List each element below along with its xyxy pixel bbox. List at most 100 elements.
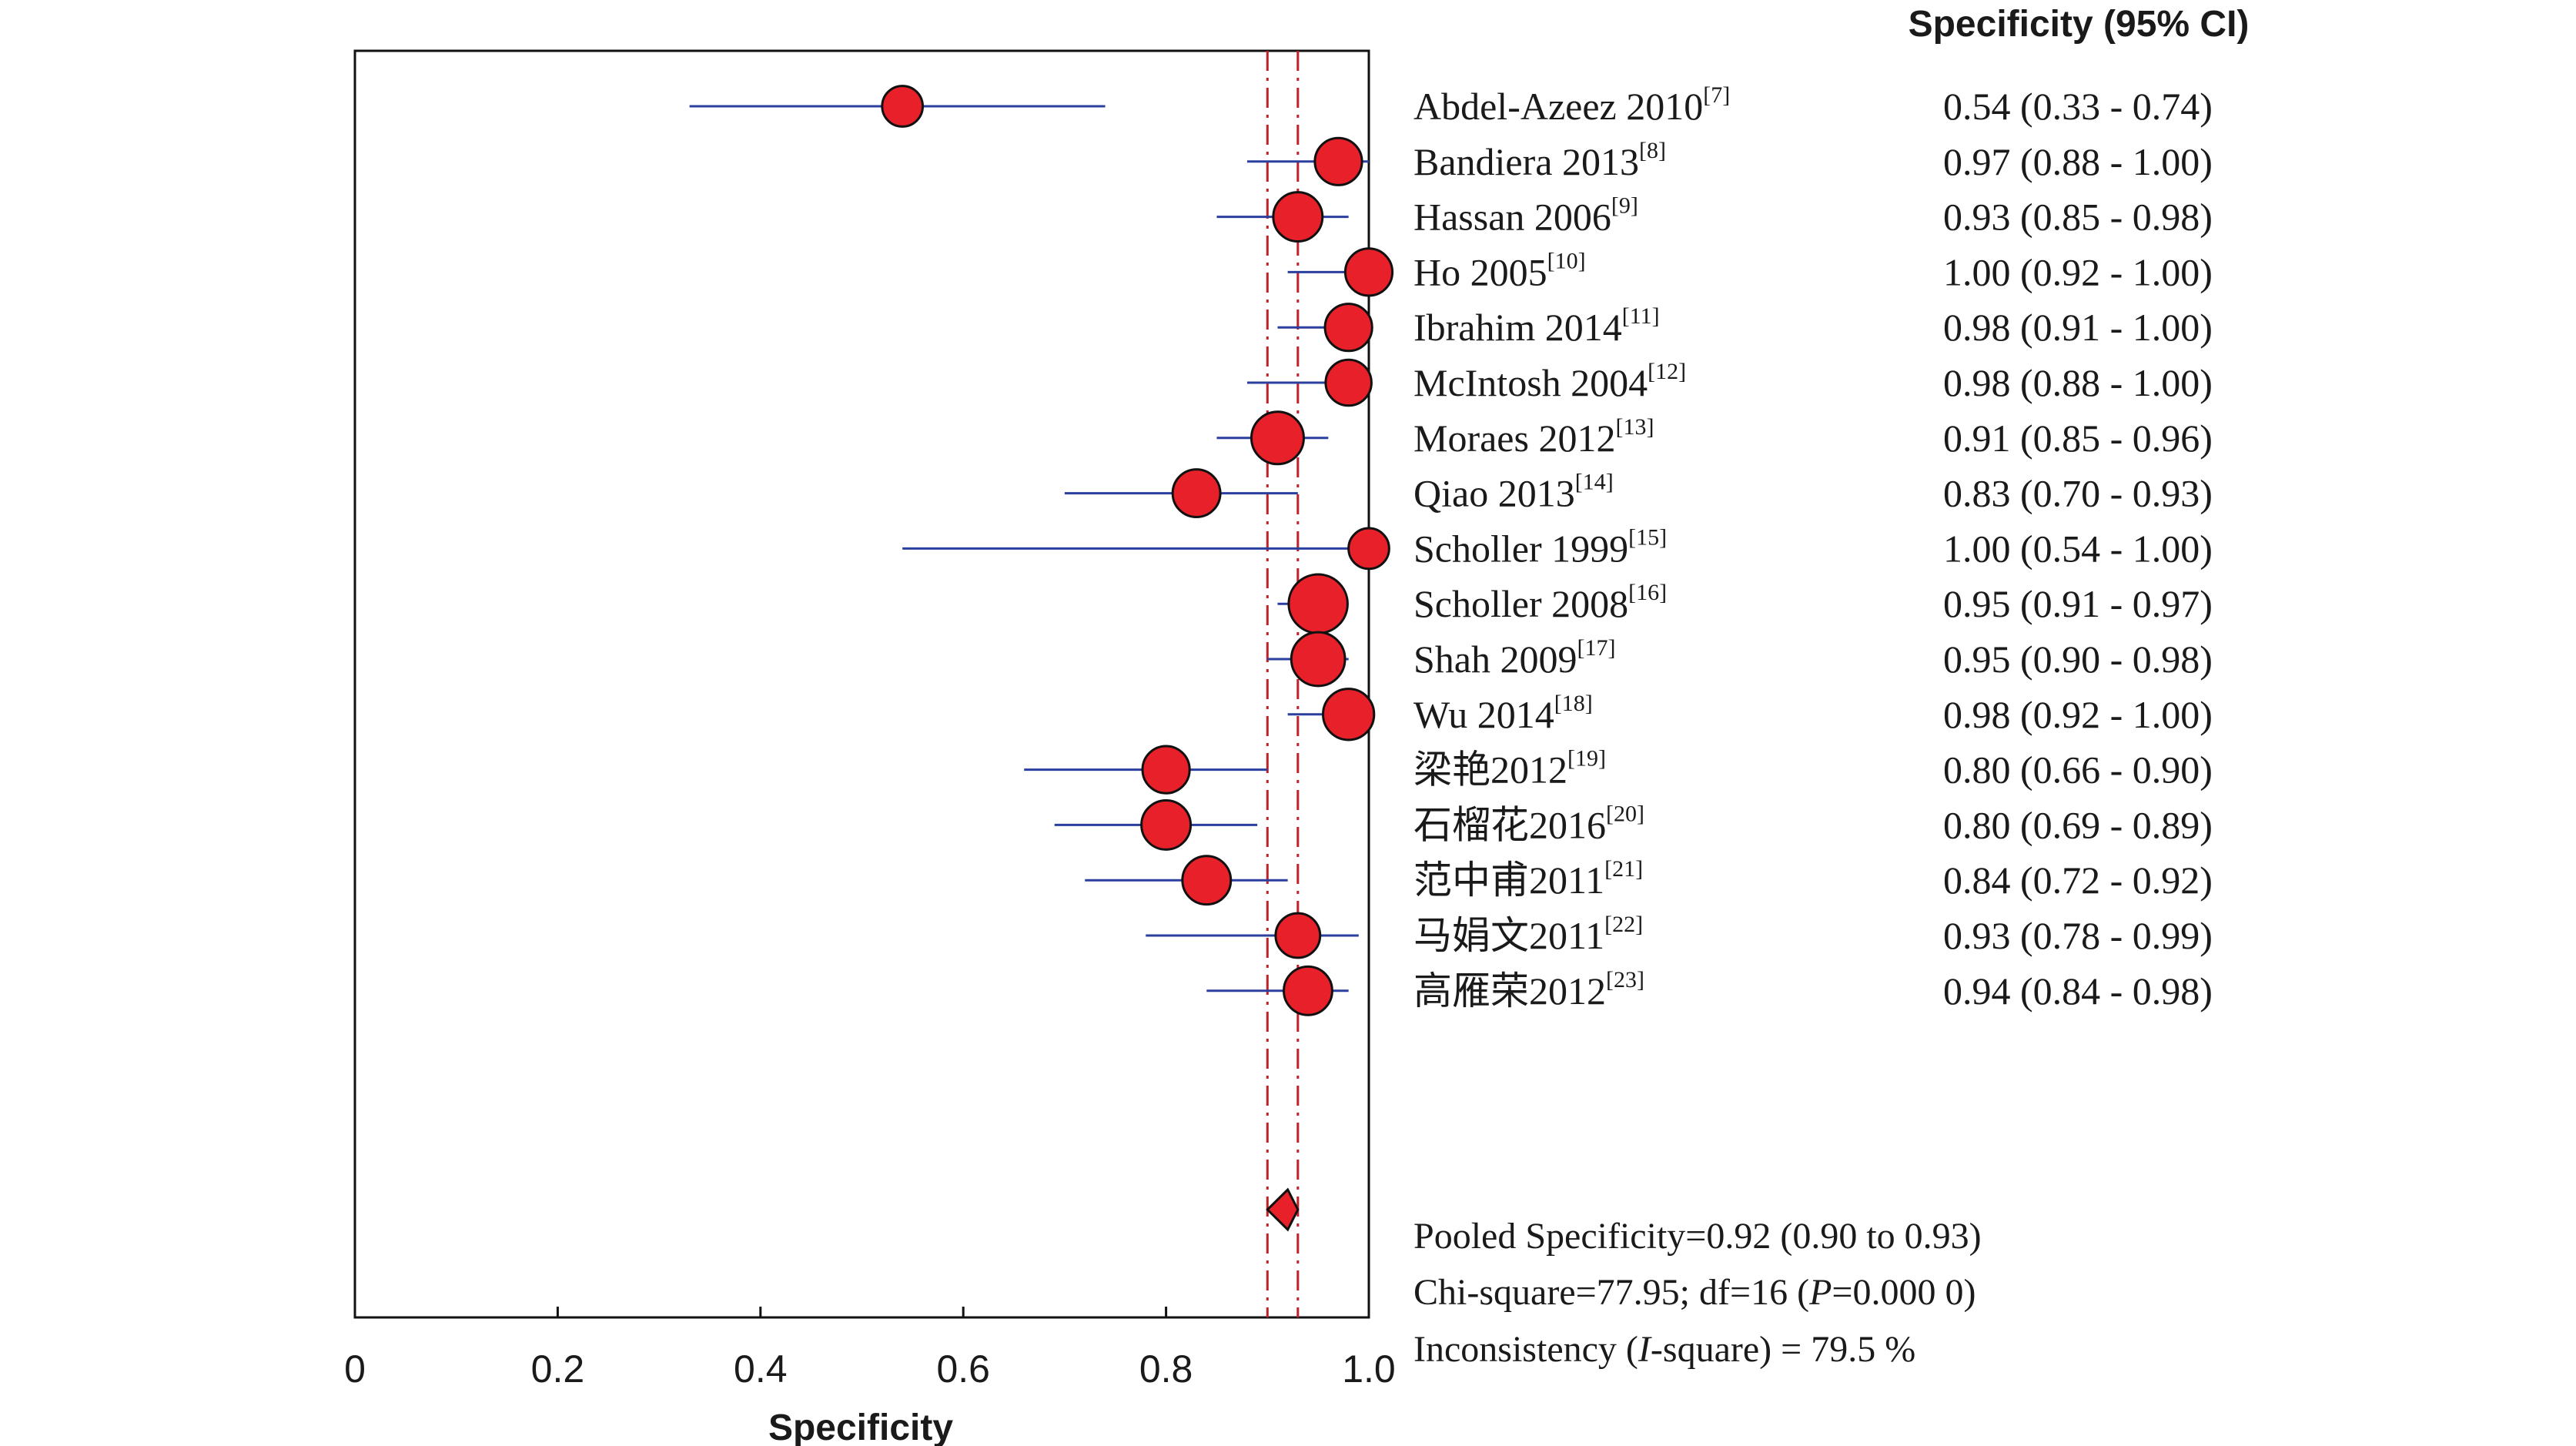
study-name: Hassan 2006 [1413, 196, 1611, 239]
study-ci-value: 1.00 (0.54 - 1.00) [1943, 527, 2213, 570]
study-name: Qiao 2013 [1413, 472, 1575, 515]
x-axis-label: Specificity [768, 1408, 953, 1446]
study-reference: [19] [1567, 746, 1606, 772]
study-label: Ho 2005[10] [1413, 248, 1586, 293]
study-name: 高雁荣2012 [1413, 969, 1606, 1013]
study-marker [1347, 527, 1390, 571]
study-ci-value: 0.80 (0.66 - 0.90) [1943, 748, 2213, 792]
pooled-specificity-text: Pooled Specificity=0.92 (0.90 to 0.93) [1413, 1216, 1982, 1257]
study-name: 范中甫2011 [1413, 859, 1604, 902]
study-name: Abdel-Azeez 2010 [1413, 85, 1703, 128]
study-marker [1323, 303, 1373, 353]
study-marker [881, 85, 925, 128]
study-name: 石榴花2016 [1413, 803, 1606, 846]
study-label: McIntosh 2004[12] [1413, 359, 1686, 404]
study-name: 马娟文2011 [1413, 914, 1604, 957]
study-label: Wu 2014[18] [1413, 691, 1593, 736]
study-marker [1313, 136, 1363, 186]
study-ci-value: 0.94 (0.84 - 0.98) [1943, 969, 2213, 1013]
study-marker [1250, 410, 1305, 466]
study-ci-value: 0.80 (0.69 - 0.89) [1943, 803, 2213, 846]
x-tick-label: 0.2 [531, 1347, 585, 1391]
study-reference: [20] [1606, 801, 1644, 826]
study-marker [1290, 631, 1347, 688]
x-tick-label: 1.0 [1342, 1347, 1396, 1391]
study-label: Abdel-Azeez 2010[7] [1413, 82, 1730, 128]
study-ci-value: 0.95 (0.90 - 0.98) [1943, 638, 2213, 681]
study-marker [1287, 573, 1349, 634]
x-tick-label: 0.6 [936, 1347, 990, 1391]
study-reference: [17] [1577, 635, 1616, 661]
study-reference: [23] [1606, 967, 1644, 992]
study-reference: [16] [1628, 580, 1667, 605]
chi-square-prefix: Chi-square=77.95; df=16 ( [1413, 1272, 1809, 1313]
study-name: Moraes 2012 [1413, 417, 1615, 460]
study-name: McIntosh 2004 [1413, 361, 1648, 404]
study-name: Scholler 1999 [1413, 527, 1628, 570]
study-labels: Abdel-Azeez 2010[7] Bandiera 2013[8] Hassa… [1413, 82, 1730, 1013]
study-marker [1324, 358, 1373, 407]
study-name: Scholler 2008 [1413, 582, 1628, 625]
study-label: Hassan 2006[9] [1413, 193, 1638, 239]
study-label: Scholler 2008[16] [1413, 580, 1667, 625]
study-label: 梁艳2012[19] [1413, 746, 1606, 792]
study-ci-value: 0.93 (0.78 - 0.99) [1943, 914, 2213, 957]
study-name: Bandiera 2013 [1413, 140, 1639, 183]
study-reference: [9] [1611, 193, 1638, 219]
plot-area-frame [353, 49, 1370, 1319]
study-ci-value: 0.54 (0.33 - 0.74) [1943, 85, 2213, 128]
reference-lines [1266, 51, 1300, 1317]
study-marker [1322, 688, 1376, 741]
x-axis: 0 0.2 0.4 0.6 0.8 1.0 [344, 1307, 1396, 1391]
study-ci-value: 0.83 (0.70 - 0.93) [1943, 472, 2213, 515]
study-name: Wu 2014 [1413, 693, 1554, 736]
study-ci-value: 0.97 (0.88 - 1.00) [1943, 140, 2213, 183]
study-marker [1171, 468, 1222, 519]
study-label: 高雁荣2012[23] [1413, 967, 1644, 1013]
inconsistency-suffix: -square) = 79.5 % [1651, 1329, 1915, 1370]
chi-square-text: Chi-square=77.95; df=16 (P=0.000 0) [1413, 1272, 1975, 1313]
study-reference: [22] [1604, 912, 1643, 937]
study-reference: [15] [1628, 524, 1667, 550]
study-label: Qiao 2013[14] [1413, 470, 1614, 515]
study-reference: [7] [1703, 82, 1730, 108]
study-label: 范中甫2011[21] [1413, 856, 1643, 902]
study-ci-value: 0.91 (0.85 - 0.96) [1943, 417, 2213, 460]
study-marker [1181, 855, 1233, 906]
study-ci-value: 0.98 (0.91 - 1.00) [1943, 306, 2213, 349]
study-reference: [10] [1547, 248, 1586, 273]
study-name: 梁艳2012 [1413, 748, 1567, 792]
study-marker [1141, 745, 1191, 795]
study-label: Ibrahim 2014[11] [1413, 303, 1660, 349]
study-label: Moraes 2012[13] [1413, 414, 1654, 460]
study-marker [1140, 798, 1193, 851]
study-name: Ibrahim 2014 [1413, 306, 1622, 349]
study-ci-value: 1.00 (0.92 - 1.00) [1943, 250, 2213, 293]
study-markers [881, 85, 1394, 1016]
study-marker [1343, 247, 1394, 297]
pooled-diamond [1266, 1187, 1300, 1232]
x-tick-label: 0.8 [1139, 1347, 1193, 1391]
column-header: Specificity (95% CI) [1909, 4, 2250, 45]
study-reference: [18] [1554, 691, 1593, 716]
study-reference: [13] [1615, 414, 1654, 440]
study-label: 石榴花2016[20] [1413, 801, 1644, 846]
study-reference: [21] [1604, 856, 1643, 882]
study-ci-value: 0.98 (0.92 - 1.00) [1943, 693, 2213, 736]
study-ci-value: 0.93 (0.85 - 0.98) [1943, 196, 2213, 239]
study-ci-value: 0.84 (0.72 - 0.92) [1943, 859, 2213, 902]
study-label: Bandiera 2013[8] [1413, 138, 1666, 183]
study-label: 马娟文2011[22] [1413, 912, 1643, 957]
study-ci-value: 0.98 (0.88 - 1.00) [1943, 361, 2213, 404]
study-name: Shah 2009 [1413, 638, 1577, 681]
inconsistency-i-symbol: I [1638, 1329, 1652, 1370]
study-reference: [11] [1622, 303, 1660, 329]
study-reference: [14] [1575, 470, 1614, 495]
inconsistency-text: Inconsistency (I-square) = 79.5 % [1413, 1329, 1915, 1370]
study-ci-value: 0.95 (0.91 - 0.97) [1943, 582, 2213, 625]
study-name: Ho 2005 [1413, 250, 1547, 293]
study-reference: [8] [1639, 138, 1666, 163]
summary-block: Pooled Specificity=0.92 (0.90 to 0.93) C… [1413, 1216, 1982, 1370]
chi-square-suffix: =0.000 0) [1832, 1272, 1975, 1313]
